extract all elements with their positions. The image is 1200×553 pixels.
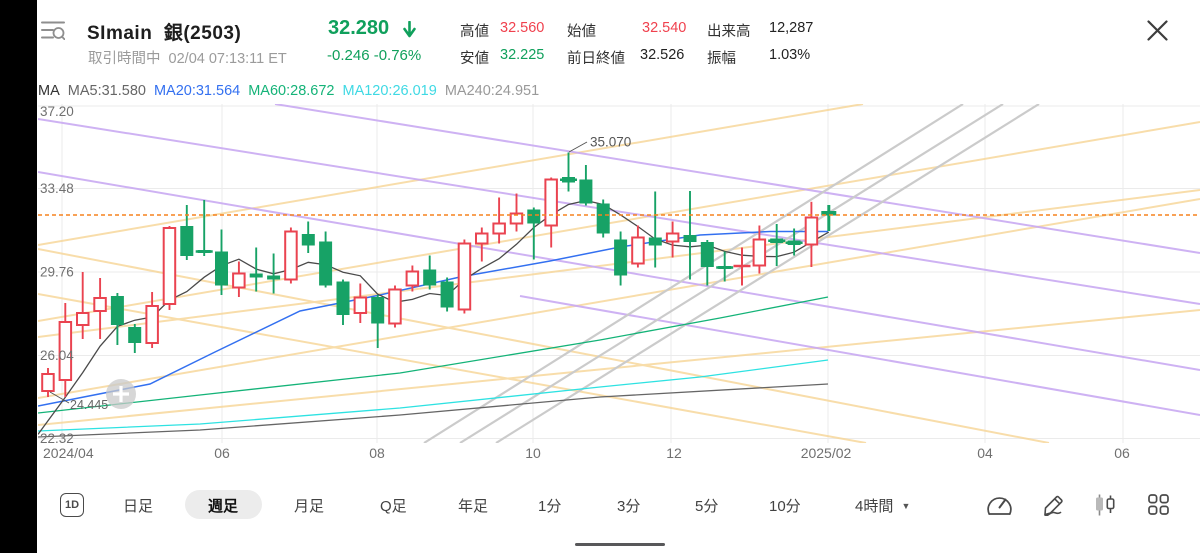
svg-text:37.20: 37.20 [40,104,74,119]
svg-text:12: 12 [666,445,682,461]
svg-text:26.04: 26.04 [40,348,74,363]
svg-text:35.070: 35.070 [590,135,631,150]
svg-text:24.445: 24.445 [70,398,108,412]
svg-text:29.76: 29.76 [40,265,74,280]
svg-text:08: 08 [369,445,385,461]
svg-text:06: 06 [1114,445,1130,461]
svg-text:06: 06 [214,445,230,461]
svg-text:33.48: 33.48 [40,181,74,196]
svg-text:22.32: 22.32 [40,431,74,446]
svg-text:04: 04 [977,445,993,461]
svg-text:2024/04: 2024/04 [43,445,94,461]
svg-text:2025/02: 2025/02 [801,445,852,461]
svg-text:10: 10 [525,445,541,461]
